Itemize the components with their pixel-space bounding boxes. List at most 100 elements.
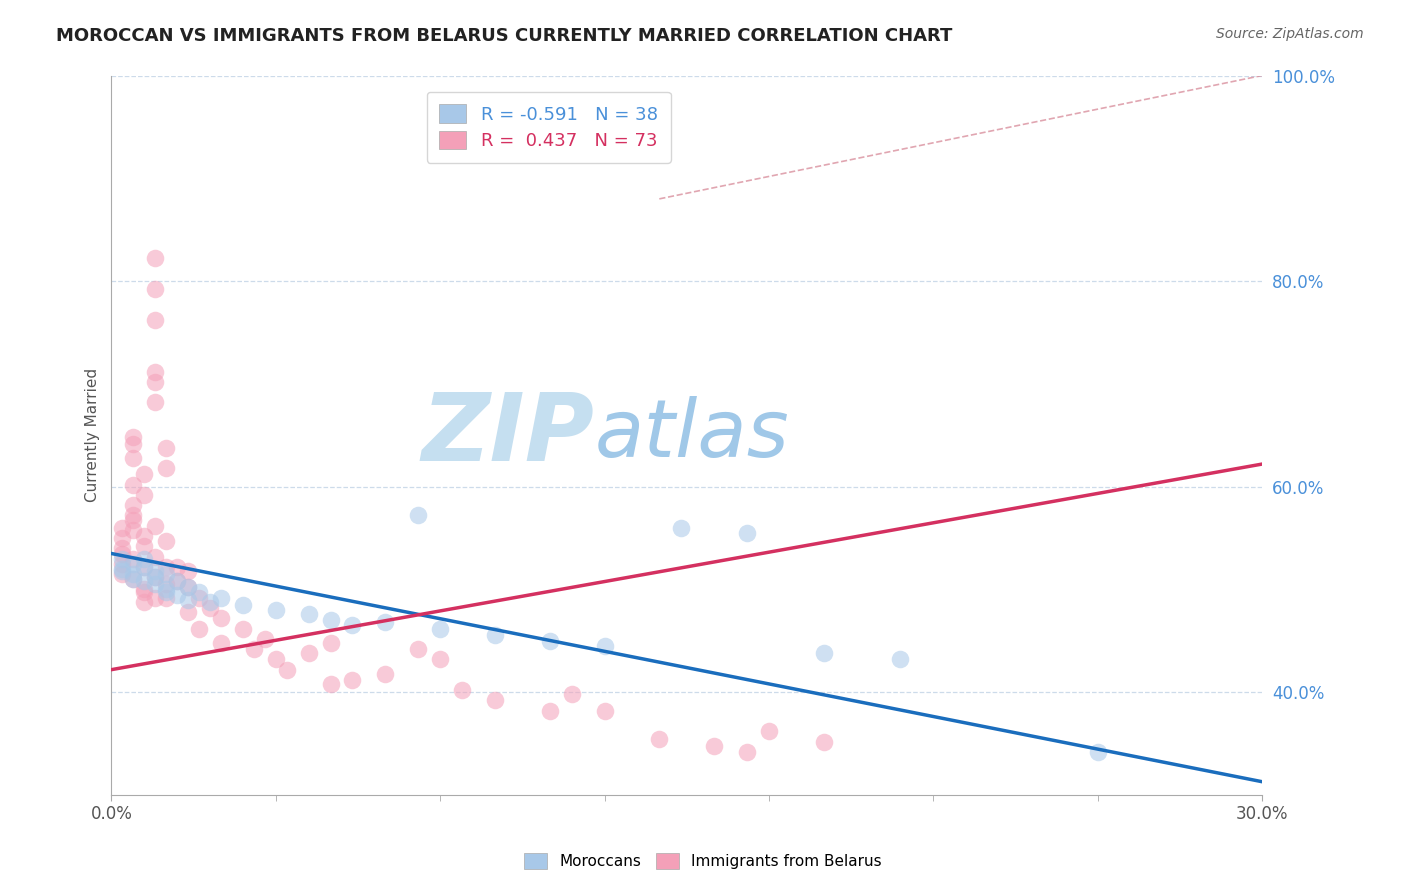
Point <box>155 591 177 605</box>
Point <box>122 430 145 444</box>
Point <box>122 572 145 586</box>
Point <box>166 588 188 602</box>
Point <box>177 564 200 578</box>
Point <box>155 567 177 582</box>
Point <box>276 663 298 677</box>
Point <box>374 666 396 681</box>
Point <box>111 551 134 566</box>
Point <box>429 622 451 636</box>
Point <box>122 508 145 523</box>
Point <box>298 646 321 660</box>
Point <box>319 613 342 627</box>
Point <box>593 704 616 718</box>
Point <box>122 512 145 526</box>
Point <box>143 395 166 409</box>
Point <box>198 595 221 609</box>
Point <box>298 607 321 622</box>
Point <box>484 628 506 642</box>
Point <box>264 603 287 617</box>
Point <box>143 375 166 389</box>
Point <box>111 521 134 535</box>
Point <box>111 562 134 576</box>
Point <box>122 436 145 450</box>
Point <box>155 577 177 591</box>
Point <box>166 559 188 574</box>
Point <box>155 534 177 549</box>
Point <box>758 724 780 739</box>
Point <box>122 450 145 465</box>
Point <box>122 477 145 491</box>
Point <box>735 745 758 759</box>
Point <box>143 252 166 266</box>
Point <box>143 365 166 379</box>
Point <box>813 734 835 748</box>
Point <box>232 598 254 612</box>
Point <box>134 467 156 482</box>
Point <box>143 570 166 584</box>
Point <box>134 539 156 553</box>
Point <box>111 541 134 556</box>
Point <box>342 618 364 632</box>
Point <box>122 498 145 512</box>
Point <box>143 313 166 327</box>
Point <box>134 559 156 574</box>
Point <box>134 595 156 609</box>
Point <box>111 567 134 582</box>
Point <box>406 508 429 523</box>
Point <box>253 632 276 646</box>
Point <box>319 636 342 650</box>
Point <box>155 441 177 455</box>
Point <box>209 636 232 650</box>
Point <box>735 525 758 540</box>
Point <box>198 601 221 615</box>
Point <box>671 521 693 535</box>
Point <box>155 559 177 574</box>
Point <box>122 523 145 537</box>
Point <box>538 704 561 718</box>
Point <box>111 564 134 578</box>
Point <box>155 461 177 475</box>
Point <box>155 584 177 599</box>
Point <box>134 488 156 502</box>
Point <box>319 677 342 691</box>
Point <box>143 591 166 605</box>
Point <box>374 615 396 630</box>
Point <box>111 531 134 545</box>
Point <box>134 529 156 543</box>
Point <box>243 642 266 657</box>
Point <box>484 693 506 707</box>
Point <box>122 572 145 586</box>
Point <box>166 574 188 589</box>
Point <box>134 574 156 589</box>
Point <box>122 557 145 571</box>
Point <box>561 687 583 701</box>
Point <box>451 683 474 698</box>
Text: ZIP: ZIP <box>422 389 595 482</box>
Point <box>188 584 211 599</box>
Point <box>177 581 200 595</box>
Point <box>429 652 451 666</box>
Point <box>155 582 177 597</box>
Point <box>177 605 200 619</box>
Point <box>1087 745 1109 759</box>
Text: MOROCCAN VS IMMIGRANTS FROM BELARUS CURRENTLY MARRIED CORRELATION CHART: MOROCCAN VS IMMIGRANTS FROM BELARUS CURR… <box>56 27 953 45</box>
Point <box>143 282 166 296</box>
Point <box>177 592 200 607</box>
Point <box>177 581 200 595</box>
Point <box>143 518 166 533</box>
Legend: R = -0.591   N = 38, R =  0.437   N = 73: R = -0.591 N = 38, R = 0.437 N = 73 <box>427 92 671 163</box>
Point <box>209 591 232 605</box>
Point <box>703 739 725 753</box>
Point <box>143 549 166 564</box>
Point <box>134 551 156 566</box>
Point <box>143 577 166 591</box>
Point <box>134 584 156 599</box>
Y-axis label: Currently Married: Currently Married <box>86 368 100 502</box>
Point <box>134 559 156 574</box>
Point <box>111 547 134 561</box>
Point <box>648 731 671 746</box>
Point <box>406 642 429 657</box>
Point <box>813 646 835 660</box>
Point <box>166 574 188 589</box>
Point <box>264 652 287 666</box>
